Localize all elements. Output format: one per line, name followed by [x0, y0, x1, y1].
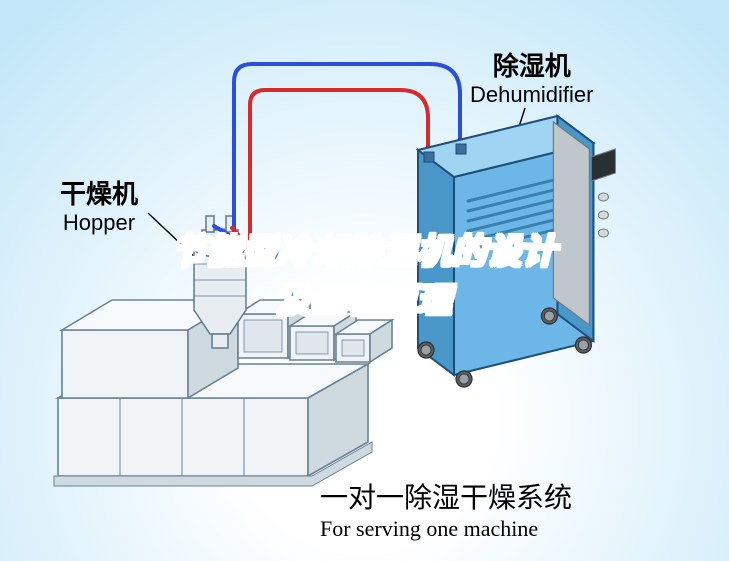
label-dehumidifier: 除湿机 Dehumidifier [470, 52, 594, 107]
label-dehumidifier-cn: 除湿机 [470, 52, 594, 82]
label-hopper-cn: 干燥机 [60, 180, 138, 210]
overlay-title-line1: 节能型冷却除湿机的设计 [0, 224, 729, 273]
canvas-root: 除湿机 Dehumidifier 干燥机 Hopper 节能型冷却除湿机的设计 … [0, 0, 729, 561]
bottom-title: 一对一除湿干燥系统 For serving one machine [320, 480, 572, 543]
overlay-title: 节能型冷却除湿机的设计 及工作原理 [0, 224, 729, 322]
overlay-title-line2: 及工作原理 [0, 273, 729, 322]
label-dehumidifier-en: Dehumidifier [470, 82, 594, 107]
bottom-title-en: For serving one machine [320, 515, 572, 543]
bottom-title-cn: 一对一除湿干燥系统 [320, 480, 572, 515]
